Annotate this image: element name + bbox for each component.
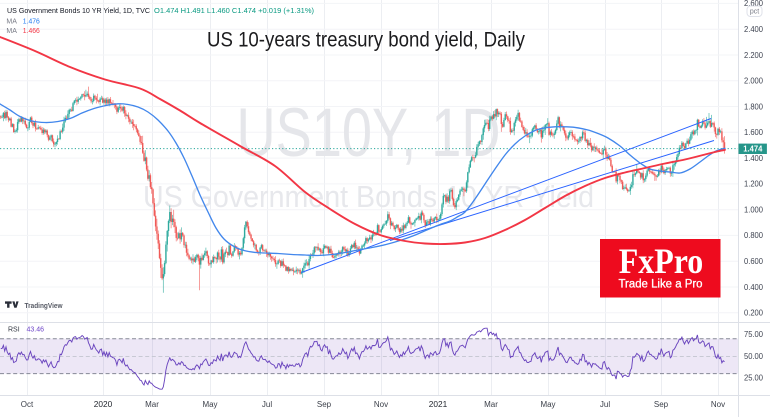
svg-text:RSI: RSI <box>8 327 20 334</box>
svg-text:1.400: 1.400 <box>744 154 764 163</box>
svg-text:US 10-years treasury bond yiel: US 10-years treasury bond yield, Daily <box>207 29 525 52</box>
svg-text:43.46: 43.46 <box>27 327 45 334</box>
svg-text:1.000: 1.000 <box>744 205 764 214</box>
svg-text:May: May <box>202 400 217 409</box>
svg-text:2.200: 2.200 <box>744 51 764 60</box>
svg-text:Jul: Jul <box>600 400 610 409</box>
svg-text:0.400: 0.400 <box>744 283 764 292</box>
svg-text:US10Y, 1D: US10Y, 1D <box>237 94 501 171</box>
svg-text:Mar: Mar <box>484 400 498 409</box>
svg-text:FxPro: FxPro <box>619 241 704 281</box>
svg-text:0.600: 0.600 <box>744 257 764 266</box>
svg-text:Oct: Oct <box>21 400 34 409</box>
svg-text:Jul: Jul <box>262 400 272 409</box>
svg-text:US Government Bonds 10 YR Yiel: US Government Bonds 10 YR Yield, 1D, TVC <box>7 6 151 15</box>
svg-text:1.600: 1.600 <box>744 128 764 137</box>
svg-text:2.000: 2.000 <box>744 77 764 86</box>
svg-text:MA: MA <box>6 18 17 25</box>
svg-text:1.476: 1.476 <box>23 18 40 25</box>
svg-text:O1.474 H1.491 L1.460 C1.474: O1.474 H1.491 L1.460 C1.474 +0.019 (+1.3… <box>154 6 314 15</box>
svg-text:50.00: 50.00 <box>744 352 764 361</box>
svg-text:Nov: Nov <box>374 400 388 409</box>
svg-text:Mar: Mar <box>145 400 159 409</box>
svg-text:Sep: Sep <box>317 400 332 409</box>
svg-text:1.466: 1.466 <box>23 28 40 35</box>
svg-text:Sep: Sep <box>654 400 669 409</box>
svg-text:1.200: 1.200 <box>744 180 764 189</box>
svg-text:1.474: 1.474 <box>743 145 763 154</box>
svg-text:2.400: 2.400 <box>744 25 764 34</box>
svg-text:TradingView: TradingView <box>25 301 63 310</box>
svg-text:0.800: 0.800 <box>744 231 764 240</box>
svg-text:2020: 2020 <box>94 399 113 409</box>
svg-text:2021: 2021 <box>429 399 448 409</box>
svg-text:MA: MA <box>6 28 17 35</box>
svg-text:US Government Bonds 10 YR Yiel: US Government Bonds 10 YR Yield <box>143 179 594 214</box>
svg-text:Trade Like a Pro: Trade Like a Pro <box>619 278 703 290</box>
svg-text:May: May <box>540 400 555 409</box>
svg-text:1.800: 1.800 <box>744 102 764 111</box>
svg-text:75.00: 75.00 <box>744 330 764 339</box>
svg-text:25.00: 25.00 <box>744 374 764 383</box>
svg-text:Nov: Nov <box>711 400 725 409</box>
svg-text:pct: pct <box>750 9 759 16</box>
svg-text:0.200: 0.200 <box>744 309 764 318</box>
svg-text:2.600: 2.600 <box>744 0 764 8</box>
